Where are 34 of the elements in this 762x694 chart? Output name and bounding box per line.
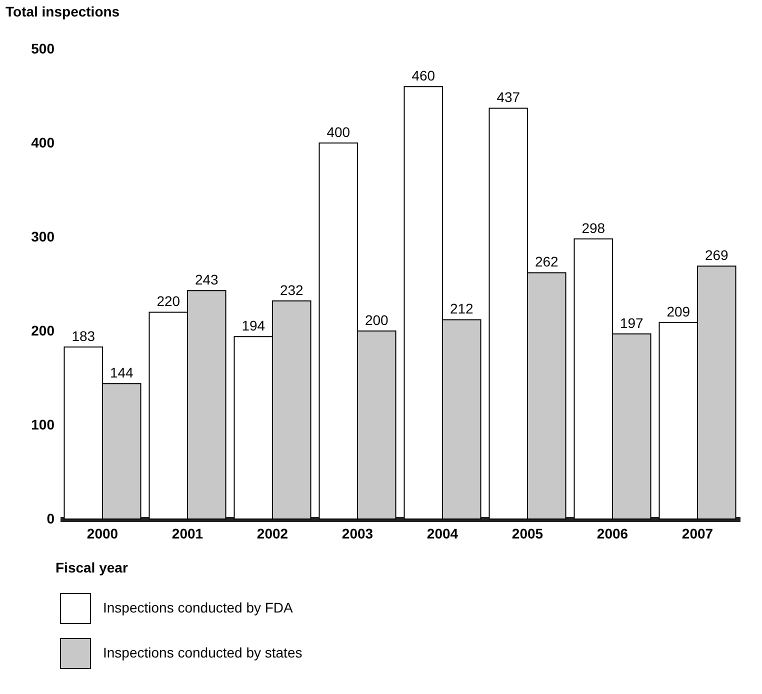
y-tick-label: 0 — [46, 510, 55, 526]
data-label: 197 — [620, 314, 644, 331]
x-tick-label: 2006 — [596, 526, 628, 542]
x-tick-label: 2004 — [426, 526, 458, 542]
data-label: 144 — [110, 364, 134, 381]
x-tick-label: 2007 — [682, 526, 714, 542]
data-label: 200 — [364, 312, 389, 328]
y-tick-label: 300 — [31, 228, 55, 244]
data-label: 460 — [412, 68, 436, 84]
data-label: 298 — [582, 220, 606, 236]
x-tick-label: 2003 — [342, 526, 374, 542]
data-label: 183 — [72, 328, 96, 344]
y-tick-label: 500 — [31, 40, 55, 56]
data-label: 212 — [450, 300, 474, 317]
data-label: 232 — [280, 282, 304, 298]
x-tick-label: 2001 — [172, 526, 204, 542]
data-label: 209 — [666, 304, 690, 320]
y-axis-title: Total inspections — [6, 4, 120, 20]
data-label: 220 — [156, 293, 180, 310]
data-label: 269 — [704, 247, 729, 264]
legend-label: Inspections conducted by states — [103, 644, 302, 660]
data-label: 400 — [326, 124, 350, 140]
x-tick-label: 2002 — [256, 526, 288, 542]
data-label: 437 — [496, 89, 520, 106]
data-label: 243 — [194, 272, 219, 288]
x-tick-label: 2000 — [86, 526, 118, 542]
y-tick-label: 100 — [31, 416, 55, 432]
y-tick-label: 200 — [31, 322, 55, 338]
y-tick-label: 400 — [31, 134, 55, 150]
legend-label: Inspections conducted by FDA — [103, 600, 294, 616]
data-label: 194 — [242, 318, 266, 334]
x-tick-label: 2005 — [512, 526, 544, 542]
data-label: 262 — [534, 254, 559, 270]
x-axis-title: Fiscal year — [56, 560, 128, 576]
